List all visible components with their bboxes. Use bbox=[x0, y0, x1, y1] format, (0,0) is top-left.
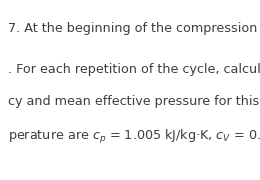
Text: perature are $c_p$ = 1.005 kJ/kg·K, $c_V$ = 0.718 kJ.: perature are $c_p$ = 1.005 kJ/kg·K, $c_V… bbox=[8, 128, 260, 146]
Text: . For each repetition of the cycle, calculate th: . For each repetition of the cycle, calc… bbox=[8, 63, 260, 76]
Text: cy and mean effective pressure for this cycle: cy and mean effective pressure for this … bbox=[8, 95, 260, 108]
Text: 7. At the beginning of the compression proce: 7. At the beginning of the compression p… bbox=[8, 22, 260, 35]
